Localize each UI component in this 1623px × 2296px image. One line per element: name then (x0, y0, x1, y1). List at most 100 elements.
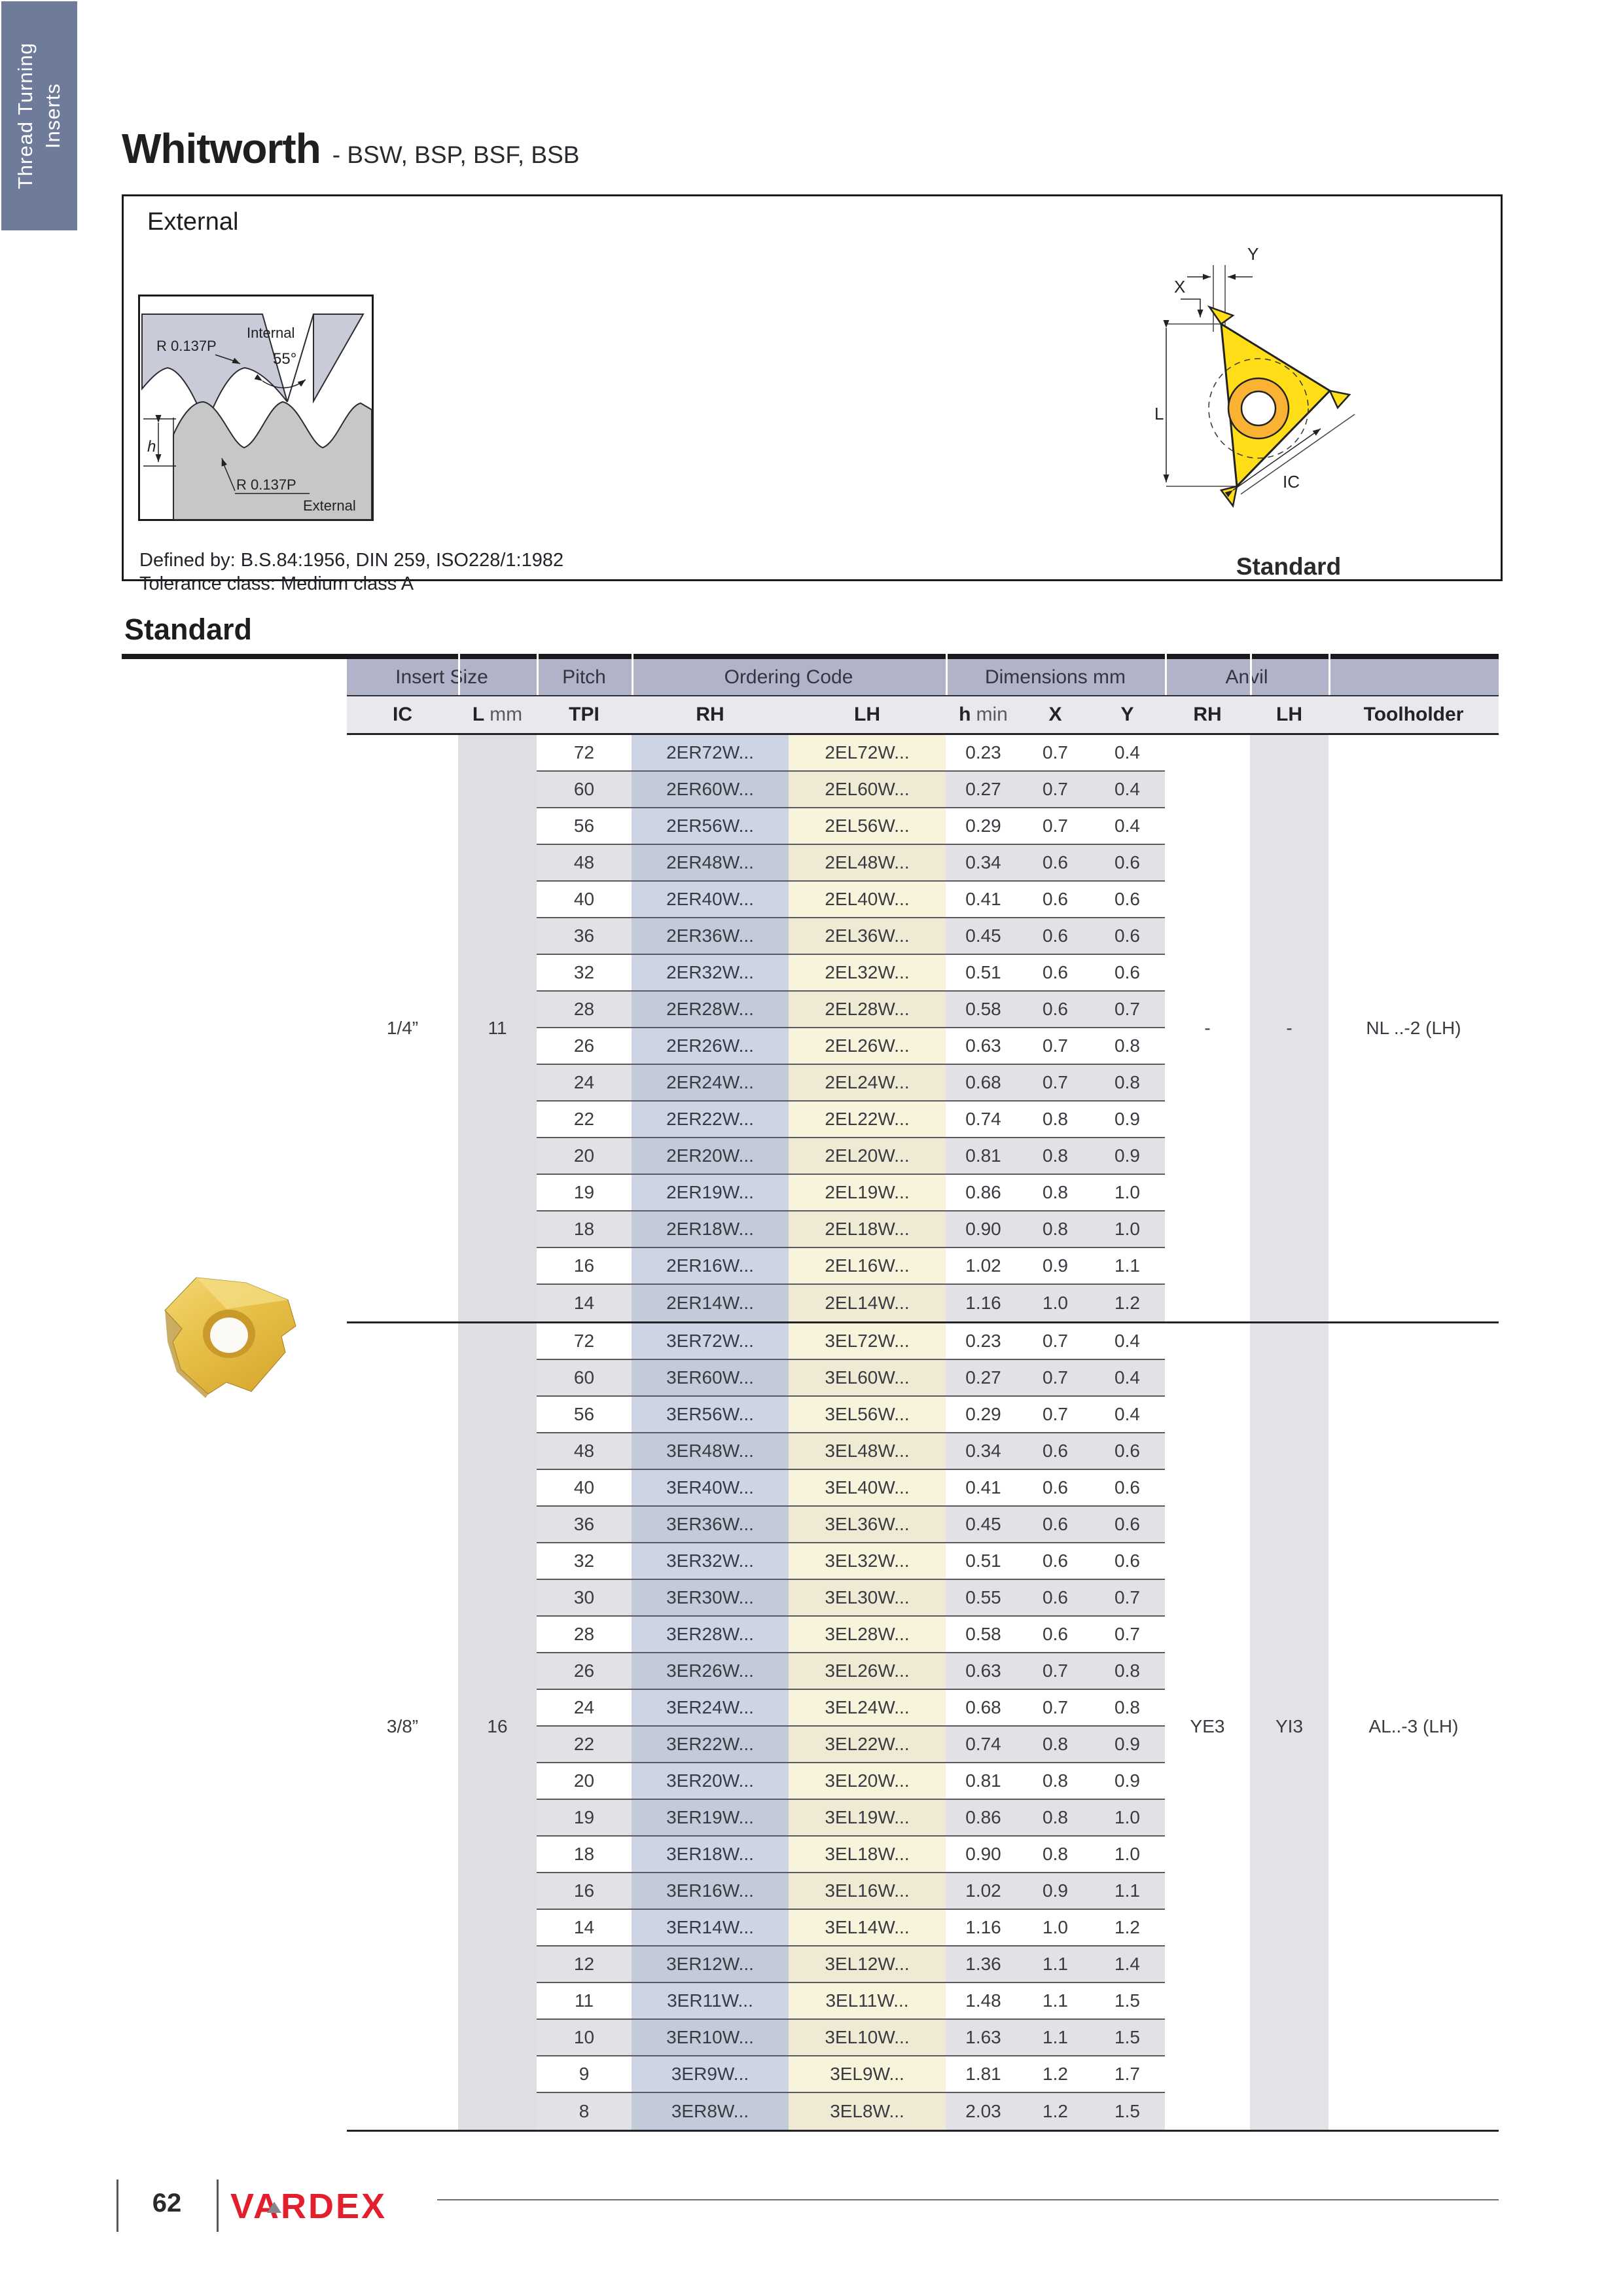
x-cell: 0.6 (1021, 1617, 1090, 1653)
x-cell: 0.9 (1021, 1873, 1090, 1910)
external-thread-shape (173, 401, 372, 520)
title-rule (122, 654, 1499, 659)
external-label: External (303, 497, 356, 514)
insert-size-ic-cell: 3/8” (386, 1716, 419, 1736)
h-min-cell: 0.81 (946, 1763, 1021, 1800)
ordering-code-lh-cell: 3EL48W... (789, 1433, 946, 1470)
ordering-code-lh-cell: 3EL72W... (789, 1323, 946, 1360)
y-cell: 0.4 (1090, 772, 1165, 808)
header-bottom-rule (347, 733, 1499, 735)
h-min-cell: 1.16 (946, 1285, 1021, 1321)
ordering-code-lh-cell: 2EL18W... (789, 1211, 946, 1248)
h-min-cell: 0.34 (946, 1433, 1021, 1470)
ordering-code-rh-cell: 3ER18W... (632, 1837, 789, 1873)
ordering-code-lh-cell: 2EL20W... (789, 1138, 946, 1175)
x-cell: 0.6 (1021, 1507, 1090, 1543)
x-cell: 0.6 (1021, 1433, 1090, 1470)
x-cell: 1.2 (1021, 2056, 1090, 2093)
h-min-cell: 0.58 (946, 992, 1021, 1028)
ordering-code-rh-cell: 2ER24W... (632, 1065, 789, 1102)
col-lh-label: LH (854, 704, 880, 725)
ordering-code-rh-cell: 2ER40W... (632, 882, 789, 918)
x-cell: 0.7 (1021, 1397, 1090, 1433)
angle-arc (254, 374, 306, 389)
ordering-code-rh-cell: 3ER14W... (632, 1910, 789, 1946)
ordering-code-lh-cell: 3EL28W... (789, 1617, 946, 1653)
page-number: 62 (152, 2189, 182, 2217)
tpi-cell: 36 (537, 1507, 632, 1543)
x-cell: 0.8 (1021, 1175, 1090, 1211)
ordering-code-rh-cell: 3ER22W... (632, 1727, 789, 1763)
chapter-tab: Thread Turning Inserts (1, 1, 77, 230)
h-min-cell: 0.41 (946, 1470, 1021, 1507)
x-cell: 0.6 (1021, 992, 1090, 1028)
r-top-leader (215, 354, 241, 365)
page-title-row: Whitworth - BSW, BSP, BSF, BSB (122, 124, 579, 173)
vardex-logo-text: VARDEX (230, 2187, 387, 2226)
x-cell: 1.2 (1021, 2093, 1090, 2130)
table-title: Standard (124, 613, 253, 646)
insert-photo-topface (196, 1278, 288, 1309)
col-y: Y (1090, 696, 1165, 733)
ordering-code-rh-cell: 2ER72W... (632, 735, 789, 772)
ordering-code-rh-cell: 3ER32W... (632, 1543, 789, 1580)
h-min-cell: 0.90 (946, 1211, 1021, 1248)
table-section: 1/4” 11 - - NL ..-2 (LH) 72 2ER72W... 2EL72W...… (347, 735, 1499, 1321)
h-min-cell: 0.55 (946, 1580, 1021, 1617)
tpi-cell: 22 (537, 1727, 632, 1763)
x-cell: 0.8 (1021, 1102, 1090, 1138)
h-min-cell: 0.29 (946, 808, 1021, 845)
x-cell: 0.7 (1021, 1690, 1090, 1727)
tpi-cell: 20 (537, 1763, 632, 1800)
footer-bar-left (116, 2179, 118, 2232)
ordering-code-rh-cell: 2ER36W... (632, 918, 789, 955)
y-cell: 0.6 (1090, 845, 1165, 882)
h-min-cell: 0.23 (946, 735, 1021, 772)
x-cell: 0.8 (1021, 1138, 1090, 1175)
col-anvil-rh: RH (1165, 696, 1250, 733)
ordering-code-lh-cell: 3EL56W... (789, 1397, 946, 1433)
ordering-code-lh-cell: 3EL24W... (789, 1690, 946, 1727)
y-cell: 0.6 (1090, 1433, 1165, 1470)
anvil-rh-cell: YE3 (1190, 1716, 1225, 1736)
tpi-cell: 24 (537, 1065, 632, 1102)
h-min-cell: 0.68 (946, 1065, 1021, 1102)
y-cell: 1.5 (1090, 2020, 1165, 2056)
ordering-code-lh-cell: 3EL11W... (789, 1983, 946, 2020)
external-panel-title: External (147, 208, 239, 236)
tpi-cell: 28 (537, 1617, 632, 1653)
ordering-code-rh-cell: 2ER20W... (632, 1138, 789, 1175)
ordering-code-lh-cell: 2EL24W... (789, 1065, 946, 1102)
ordering-code-rh-cell: 3ER11W... (632, 1983, 789, 2020)
ordering-code-lh-cell: 3EL40W... (789, 1470, 946, 1507)
col-toolholder: Toolholder (1329, 696, 1499, 733)
group-ordering-code: Ordering Code (724, 666, 853, 688)
tpi-cell: 19 (537, 1800, 632, 1837)
ordering-code-rh-cell: 2ER22W... (632, 1102, 789, 1138)
x-cell: 1.1 (1021, 1946, 1090, 1983)
y-cell: 0.7 (1090, 992, 1165, 1028)
header-seam (458, 654, 460, 695)
tpi-cell: 32 (537, 1543, 632, 1580)
col-anvil-rh-label: RH (1193, 704, 1222, 725)
y-cell: 1.0 (1090, 1800, 1165, 1837)
ordering-code-rh-cell: 3ER48W... (632, 1433, 789, 1470)
header-seam (1165, 654, 1167, 695)
h-min-cell: 0.74 (946, 1102, 1021, 1138)
y-cell: 0.6 (1090, 1543, 1165, 1580)
footer-bar-right (217, 2179, 219, 2232)
ordering-code-lh-cell: 2EL22W... (789, 1102, 946, 1138)
tpi-cell: 60 (537, 772, 632, 808)
ordering-code-lh-cell: 3EL60W... (789, 1360, 946, 1397)
ordering-code-lh-cell: 2EL32W... (789, 955, 946, 992)
x-cell: 0.7 (1021, 1065, 1090, 1102)
ordering-code-rh-cell: 2ER32W... (632, 955, 789, 992)
ordering-code-lh-cell: 3EL30W... (789, 1580, 946, 1617)
h-min-cell: 0.51 (946, 955, 1021, 992)
x-cell: 0.7 (1021, 772, 1090, 808)
y-label: Y (1247, 244, 1258, 264)
y-cell: 1.2 (1090, 1910, 1165, 1946)
h-min-cell: 0.41 (946, 882, 1021, 918)
y-cell: 0.9 (1090, 1102, 1165, 1138)
